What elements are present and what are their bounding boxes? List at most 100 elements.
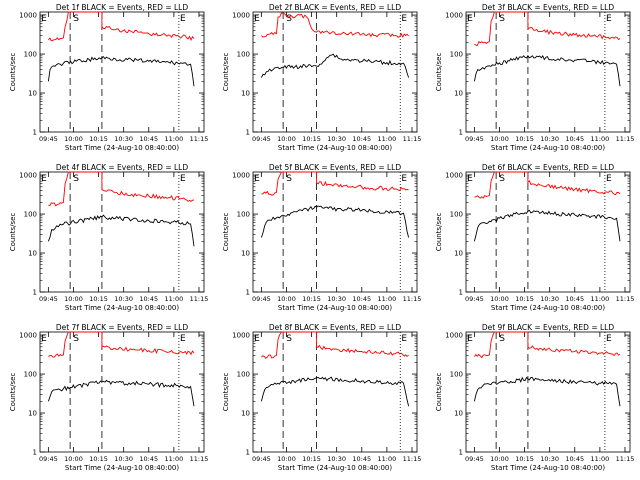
interval-marker-label: S [73, 174, 79, 184]
x-tick-label: 10:00 [277, 455, 296, 463]
interval-marker-label: E [254, 174, 260, 184]
x-tick-label: 09:45 [252, 135, 271, 143]
interval-marker-label: E [254, 14, 260, 24]
detector-panel: Det 2f BLACK = Events, RED = LLD 1 10 100 10… [222, 3, 421, 152]
interval-marker-label: E [401, 14, 407, 24]
x-tick-label: 10:30 [540, 135, 559, 143]
x-tick-label: 11:00 [378, 295, 397, 303]
plot-frame [39, 11, 205, 133]
y-tick-label: 1000 [445, 332, 463, 340]
x-tick-label: 11:15 [403, 295, 422, 303]
y-tick-label: 1000 [19, 12, 37, 20]
x-axis-label: Start Time (24-Aug-10 08:40:00) [65, 304, 179, 312]
interval-marker-label: E [467, 334, 473, 344]
y-tick-label: 10 [454, 90, 463, 98]
y-tick-label: 100 [237, 371, 250, 379]
lld-series-line [48, 11, 195, 42]
y-axis-label: Counts/sec [435, 213, 443, 252]
y-axis-label: Counts/sec [435, 373, 443, 412]
x-tick-label: 11:15 [403, 455, 422, 463]
x-tick-label: 10:00 [490, 135, 509, 143]
panel-title: Det 1f BLACK = Events, RED = LLD [56, 3, 189, 12]
x-tick-label: 10:30 [327, 295, 346, 303]
panel-title: Det 9f BLACK = Events, RED = LLD [482, 323, 615, 332]
lld-series-line [261, 171, 409, 196]
x-tick-label: 10:15 [302, 135, 321, 143]
y-tick-label: 1000 [445, 12, 463, 20]
interval-marker-label: E [401, 174, 407, 184]
y-tick-label: 1000 [232, 172, 250, 180]
interval-marker-label: S [499, 174, 505, 184]
x-tick-label: 10:00 [490, 455, 509, 463]
interval-marker-label: E [41, 14, 47, 24]
x-tick-label: 09:45 [39, 455, 58, 463]
y-tick-label: 1000 [19, 332, 37, 340]
y-axis-label: Counts/sec [222, 53, 230, 92]
panel-title: Det 7f BLACK = Events, RED = LLD [56, 323, 189, 332]
detector-panel: Det 3f BLACK = Events, RED = LLD 1 10 100 10… [435, 3, 634, 152]
lld-series-line [474, 171, 621, 199]
y-tick-label: 1 [33, 129, 37, 137]
x-tick-label: 10:15 [89, 135, 108, 143]
events-series-line [473, 55, 621, 87]
y-axis-label: Counts/sec [222, 373, 230, 412]
interval-marker-label: E [606, 14, 612, 24]
x-tick-label: 10:15 [515, 135, 534, 143]
x-tick-label: 10:30 [540, 455, 559, 463]
x-tick-label: 09:45 [39, 295, 58, 303]
interval-marker-label: S [286, 334, 292, 344]
y-tick-label: 10 [241, 90, 250, 98]
x-tick-label: 10:00 [64, 295, 83, 303]
y-tick-label: 100 [450, 371, 463, 379]
y-tick-label: 1000 [232, 332, 250, 340]
x-tick-label: 11:15 [190, 295, 209, 303]
x-axis-label: Start Time (24-Aug-10 08:40:00) [278, 144, 392, 152]
interval-marker-label: E [606, 334, 612, 344]
x-tick-label: 09:45 [39, 135, 58, 143]
panel-title: Det 6f BLACK = Events, RED = LLD [482, 163, 615, 172]
x-tick-label: 11:00 [165, 295, 184, 303]
detector-panel: Det 9f BLACK = Events, RED = LLD 1 10 100 10… [435, 323, 634, 472]
y-axis-label: Counts/sec [9, 53, 17, 92]
x-tick-label: 10:30 [327, 455, 346, 463]
x-tick-label: 11:15 [616, 135, 635, 143]
y-tick-label: 1 [459, 129, 463, 137]
interval-marker-label: E [180, 174, 186, 184]
interval-marker-label: E [467, 14, 473, 24]
panel-title: Det 5f BLACK = Events, RED = LLD [269, 163, 402, 172]
x-tick-label: 10:15 [302, 455, 321, 463]
y-tick-label: 100 [237, 51, 250, 59]
y-tick-label: 1 [459, 449, 463, 457]
x-tick-label: 11:15 [190, 455, 209, 463]
x-tick-label: 11:00 [378, 455, 397, 463]
y-tick-label: 100 [24, 51, 37, 59]
y-tick-label: 1 [33, 449, 37, 457]
events-series-line [260, 205, 410, 238]
x-tick-label: 10:15 [302, 295, 321, 303]
y-axis-label: Counts/sec [435, 53, 443, 92]
x-tick-label: 10:15 [515, 455, 534, 463]
panel-title: Det 3f BLACK = Events, RED = LLD [482, 3, 615, 12]
lld-series-line [48, 331, 195, 358]
y-tick-label: 10 [454, 410, 463, 418]
x-tick-label: 11:15 [190, 135, 209, 143]
x-tick-label: 10:45 [565, 295, 584, 303]
y-tick-label: 100 [24, 211, 37, 219]
y-tick-label: 10 [454, 250, 463, 258]
x-tick-label: 09:45 [252, 455, 271, 463]
plot-frame [465, 331, 631, 453]
lld-series-line [261, 12, 409, 38]
interval-marker-label: E [180, 14, 186, 24]
y-axis-label: Counts/sec [9, 213, 17, 252]
y-tick-label: 1000 [445, 172, 463, 180]
y-axis-label: Counts/sec [9, 373, 17, 412]
y-axis-label: Counts/sec [222, 213, 230, 252]
interval-marker-label: S [286, 14, 292, 24]
y-tick-label: 1 [246, 129, 250, 137]
y-tick-label: 100 [450, 51, 463, 59]
x-tick-label: 11:15 [616, 295, 635, 303]
y-tick-label: 10 [28, 90, 37, 98]
x-tick-label: 11:15 [616, 455, 635, 463]
x-tick-label: 10:45 [139, 455, 158, 463]
